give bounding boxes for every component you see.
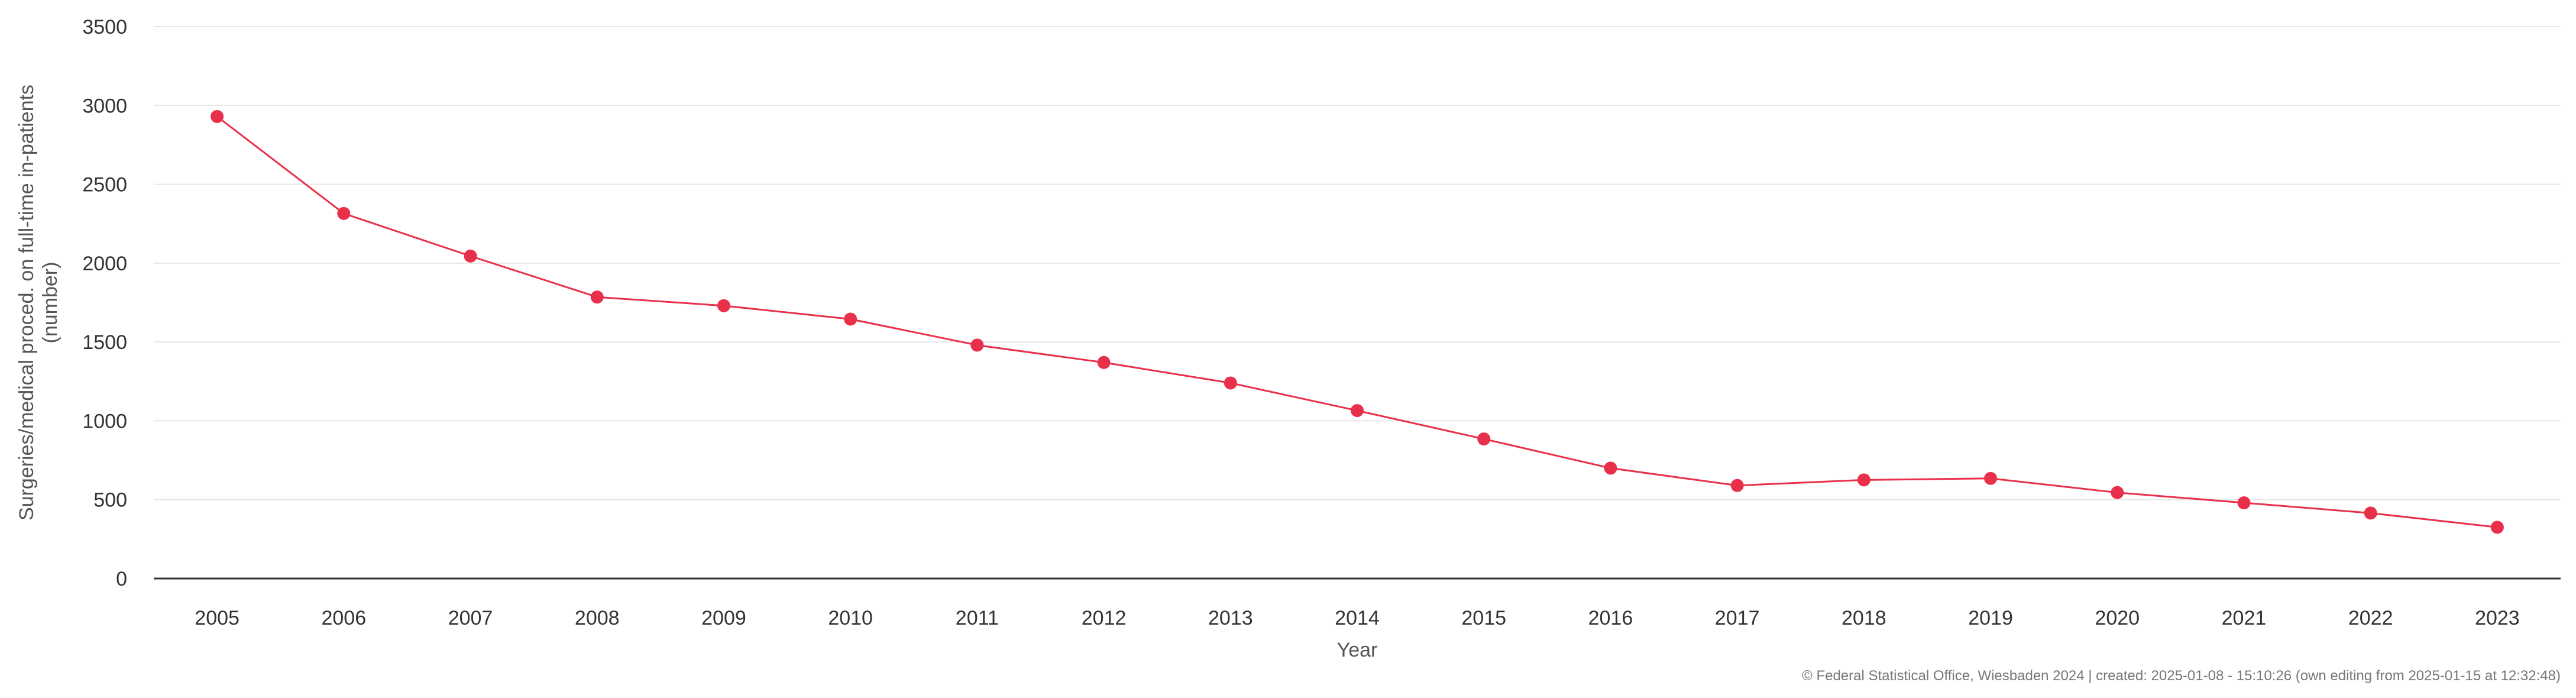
x-tick-label: 2018	[1842, 607, 1886, 629]
data-point[interactable]	[590, 290, 604, 304]
data-point[interactable]	[211, 109, 224, 123]
y-tick-label: 2500	[82, 174, 127, 196]
y-axis-title-line-1: Surgeries/medical proced. on full-time i…	[15, 85, 38, 521]
data-point[interactable]	[1351, 404, 1364, 418]
x-tick-label: 2016	[1588, 607, 1633, 629]
x-tick-label: 2013	[1208, 607, 1253, 629]
x-axis-tick-labels: 2005 2006 2007 2008 2009 2010 2011 2012 2013 2014…	[195, 607, 2519, 629]
y-tick-label: 1500	[82, 331, 127, 354]
data-point[interactable]	[1730, 479, 1744, 492]
series-layer	[211, 109, 2504, 534]
x-tick-label: 2007	[448, 607, 493, 629]
x-tick-label: 2014	[1335, 607, 1380, 629]
y-tick-label: 2000	[82, 253, 127, 275]
x-tick-label: 2009	[701, 607, 746, 629]
x-tick-label: 2021	[2222, 607, 2267, 629]
y-tick-label: 0	[116, 568, 127, 590]
y-axis-title: Surgeries/medical proced. on full-time i…	[15, 85, 62, 521]
x-tick-label: 2023	[2475, 607, 2520, 629]
data-point[interactable]	[2237, 496, 2251, 510]
y-tick-label: 3500	[82, 16, 127, 38]
data-point[interactable]	[1097, 356, 1111, 369]
y-tick-label: 3000	[82, 95, 127, 117]
data-point[interactable]	[464, 249, 477, 263]
data-point[interactable]	[717, 299, 730, 312]
data-point[interactable]	[1224, 376, 1237, 390]
data-point[interactable]	[2490, 521, 2504, 534]
x-tick-label: 2015	[1461, 607, 1506, 629]
x-tick-label: 2017	[1715, 607, 1760, 629]
data-point[interactable]	[2364, 506, 2377, 520]
data-point[interactable]	[1857, 473, 1870, 487]
data-point[interactable]	[844, 312, 857, 326]
gridlines	[154, 26, 2561, 500]
x-tick-label: 2022	[2348, 607, 2393, 629]
data-point[interactable]	[970, 338, 984, 352]
x-tick-label: 2006	[321, 607, 366, 629]
x-tick-label: 2020	[2095, 607, 2140, 629]
source-credit: © Federal Statistical Office, Wiesbaden …	[1802, 668, 2561, 684]
data-point[interactable]	[2111, 486, 2124, 499]
x-tick-label: 2012	[1082, 607, 1127, 629]
data-point[interactable]	[1604, 461, 1617, 475]
x-tick-label: 2008	[575, 607, 620, 629]
data-point[interactable]	[1477, 432, 1491, 446]
y-axis-title-line-2: (number)	[39, 262, 62, 344]
x-tick-label: 2011	[956, 607, 999, 629]
data-point[interactable]	[1984, 471, 1998, 485]
y-axis-tick-labels: 0 500 1000 1500 2000 2500 3000 3500	[82, 16, 127, 590]
series-line	[216, 115, 2498, 528]
y-tick-label: 500	[93, 489, 127, 512]
x-tick-label: 2005	[195, 607, 240, 629]
x-axis-title: Year	[1337, 639, 1378, 661]
y-tick-label: 1000	[82, 410, 127, 432]
x-tick-label: 2019	[1968, 607, 2013, 629]
data-point[interactable]	[337, 206, 351, 220]
x-tick-label: 2010	[828, 607, 873, 629]
